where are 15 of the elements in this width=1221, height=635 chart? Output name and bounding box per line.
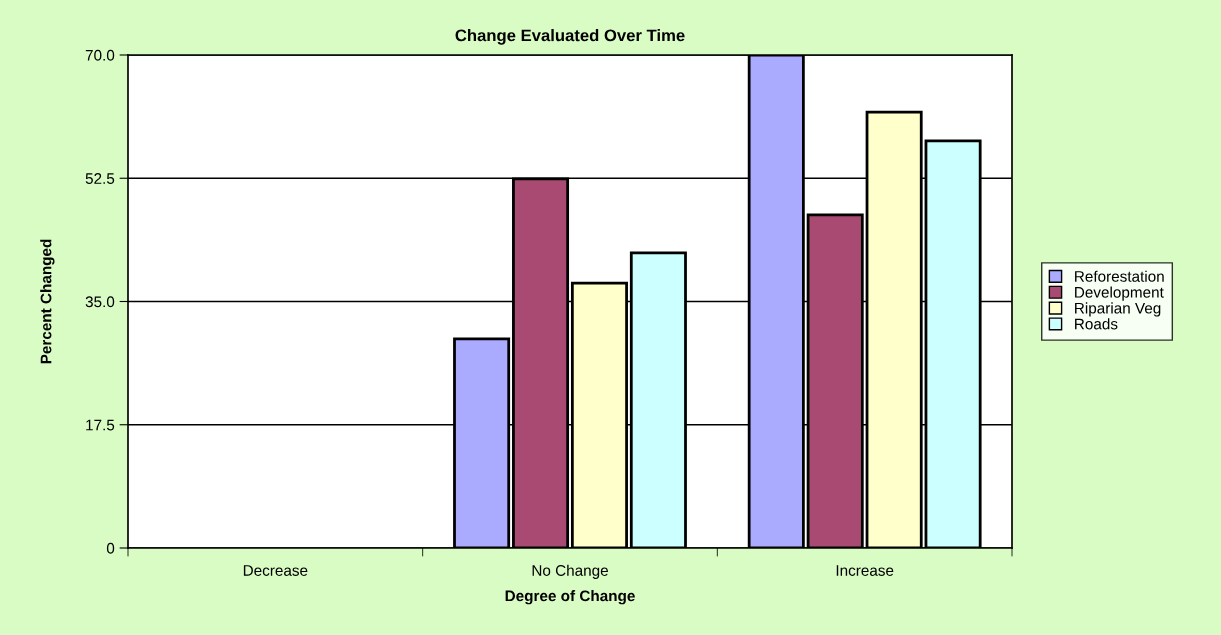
- x-tick-label: Decrease: [243, 565, 308, 576]
- y-tick-label: 35.0: [85, 296, 115, 308]
- y-tick-label: 52.5: [85, 173, 115, 184]
- x-axis-title: Degree of Change: [505, 590, 635, 605]
- legend-label: Roads: [1075, 318, 1118, 330]
- x-tick-label: Increase: [836, 565, 894, 576]
- y-tick-label: 0: [106, 542, 115, 554]
- legend-label: Riparian Veg: [1075, 302, 1161, 317]
- chart-title: Change Evaluated Over Time: [455, 29, 685, 45]
- y-tick-label: 17.5: [86, 419, 115, 431]
- legend-label: Development: [1075, 286, 1164, 301]
- x-tick-label: No Change: [532, 564, 608, 579]
- y-axis-title: Percent Changed: [40, 239, 55, 364]
- y-tick-label: 70.0: [85, 49, 115, 61]
- legend-label: Reforestation: [1075, 270, 1164, 282]
